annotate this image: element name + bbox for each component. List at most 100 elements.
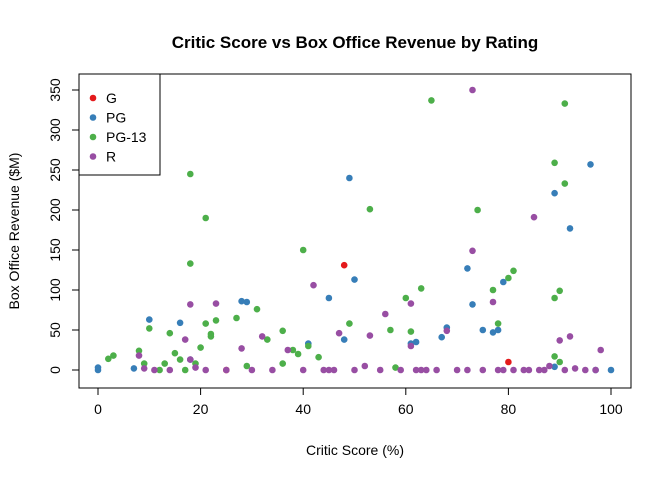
point-pg-13 xyxy=(305,342,312,350)
x-tick-label: 80 xyxy=(501,401,517,417)
point-pg-13 xyxy=(556,358,563,366)
point-pg-13 xyxy=(402,294,410,302)
y-tick-label: 300 xyxy=(47,118,63,142)
point-pg-13 xyxy=(294,350,302,358)
point-r xyxy=(520,366,528,374)
point-r xyxy=(187,301,194,308)
point-r xyxy=(464,366,471,374)
point-pg-13 xyxy=(428,97,435,104)
point-pg-13 xyxy=(202,320,209,327)
point-r xyxy=(320,366,328,374)
point-pg xyxy=(243,298,251,306)
point-pg xyxy=(412,338,420,346)
point-pg xyxy=(340,336,348,343)
point-g xyxy=(340,261,348,269)
point-r xyxy=(351,366,358,374)
point-r xyxy=(597,346,604,354)
point-pg-13 xyxy=(551,159,558,167)
point-pg-13 xyxy=(289,346,297,354)
point-r xyxy=(361,362,369,370)
point-pg xyxy=(494,326,502,334)
point-pg-13 xyxy=(243,362,251,370)
point-pg-13 xyxy=(407,328,415,335)
legend-label-pg: PG xyxy=(106,110,126,126)
point-pg-13 xyxy=(561,100,569,107)
point-r xyxy=(382,310,389,318)
point-r xyxy=(202,366,209,374)
point-pg-13 xyxy=(494,320,502,327)
x-tick-label: 40 xyxy=(295,401,311,417)
point-r xyxy=(407,300,415,307)
point-r xyxy=(417,366,425,374)
point-pg-13 xyxy=(212,317,220,324)
point-pg xyxy=(130,365,138,372)
point-pg-13 xyxy=(556,287,563,295)
point-r xyxy=(248,366,256,374)
point-r xyxy=(541,366,548,374)
y-tick-label: 250 xyxy=(47,158,63,182)
point-pg-13 xyxy=(156,366,163,374)
legend-label-g: G xyxy=(106,90,117,106)
y-axis: 0 50 100 150 200 250 300 350 xyxy=(47,78,80,374)
legend-marker-r xyxy=(89,153,97,160)
point-r xyxy=(535,366,543,374)
point-r xyxy=(582,366,589,374)
point-pg-13 xyxy=(105,355,112,363)
point-pg-13 xyxy=(264,336,271,343)
point-pg xyxy=(438,333,446,341)
point-pg-13 xyxy=(346,320,353,327)
point-r xyxy=(561,366,569,374)
chart-title: Critic Score vs Box Office Revenue by Ra… xyxy=(172,33,539,52)
point-pg-13 xyxy=(387,326,394,334)
point-pg xyxy=(464,265,471,272)
point-r xyxy=(269,366,276,374)
point-r xyxy=(546,362,553,370)
point-pg-13 xyxy=(279,327,287,335)
point-r xyxy=(453,366,461,374)
point-pg-13 xyxy=(474,206,481,214)
point-pg-13 xyxy=(202,214,209,222)
point-r xyxy=(238,345,245,352)
point-r xyxy=(181,336,189,343)
point-pg xyxy=(346,174,353,182)
point-pg xyxy=(479,326,487,334)
point-r xyxy=(479,366,487,374)
point-pg xyxy=(94,364,102,371)
point-pg-13 xyxy=(166,329,174,337)
point-r xyxy=(556,337,563,344)
legend-marker-g xyxy=(89,94,97,102)
point-pg-13 xyxy=(561,180,569,187)
legend: G PG PG-13 R xyxy=(78,73,161,176)
point-pg-13 xyxy=(551,294,558,302)
point-r xyxy=(212,300,220,307)
point-pg-13 xyxy=(417,285,425,292)
point-r xyxy=(135,352,143,359)
point-pg-13 xyxy=(176,356,184,363)
point-pg xyxy=(351,276,358,283)
point-pg-13 xyxy=(171,349,179,357)
point-r xyxy=(423,366,430,374)
x-tick-label: 100 xyxy=(599,401,623,417)
point-r xyxy=(258,333,266,340)
x-axis-label: Critic Score (%) xyxy=(306,442,404,458)
point-pg-13 xyxy=(181,366,189,374)
point-r xyxy=(571,365,579,372)
point-r xyxy=(223,366,230,374)
point-r xyxy=(407,342,415,350)
point-r xyxy=(525,366,533,374)
point-r xyxy=(376,366,384,374)
point-pg-13 xyxy=(299,246,307,254)
point-pg-13 xyxy=(253,305,261,313)
point-r xyxy=(530,213,538,221)
point-r xyxy=(469,86,476,94)
point-pg xyxy=(238,297,245,305)
point-r xyxy=(489,298,497,306)
point-pg xyxy=(146,316,153,323)
point-r xyxy=(140,365,148,372)
point-r xyxy=(469,247,476,255)
point-pg-13 xyxy=(551,353,558,360)
point-pg-13 xyxy=(187,260,194,267)
point-r xyxy=(330,366,338,374)
point-r xyxy=(500,366,507,374)
point-r xyxy=(335,329,343,337)
